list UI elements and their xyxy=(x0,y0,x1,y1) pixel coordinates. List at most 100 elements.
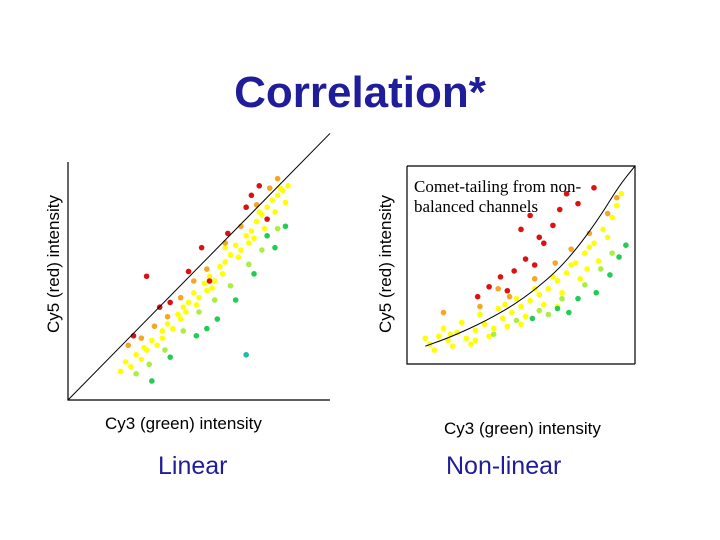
right-point-orange xyxy=(613,194,620,201)
left-point-yellow xyxy=(175,311,181,318)
left-point-orange xyxy=(253,202,260,208)
left-point-green xyxy=(167,354,173,360)
right-point-yellow xyxy=(582,250,588,256)
right-caption: Non-linear xyxy=(446,452,562,480)
left-point-light-green xyxy=(211,297,218,303)
left-point-green xyxy=(251,271,257,277)
right-point-yellow xyxy=(545,285,552,292)
left-point-green xyxy=(204,325,210,332)
right-point-yellow xyxy=(609,214,615,221)
left-point-orange xyxy=(151,323,158,330)
left-point-red xyxy=(167,299,173,306)
right-point-yellow xyxy=(522,313,529,320)
right-point-green xyxy=(623,242,629,248)
left-point-yellow xyxy=(274,192,281,199)
left-point-yellow xyxy=(209,285,215,291)
right-point-orange xyxy=(495,285,501,292)
left-point-green xyxy=(232,297,239,303)
left-point-orange xyxy=(164,313,171,320)
left-point-yellow xyxy=(204,287,210,294)
right-point-orange xyxy=(604,210,611,217)
left-point-yellow xyxy=(282,199,289,206)
right-point-yellow xyxy=(436,333,442,340)
right-point-red xyxy=(591,184,597,191)
left-point-yellow xyxy=(190,290,197,296)
right-point-light-green xyxy=(609,250,615,256)
left-point-yellow xyxy=(193,302,200,308)
right-point-orange xyxy=(506,293,513,300)
right-point-red xyxy=(531,262,538,268)
left-point-green xyxy=(149,378,155,384)
right-point-yellow xyxy=(486,333,492,340)
left-point-green xyxy=(193,332,200,339)
right-point-red xyxy=(522,256,529,262)
right-point-yellow xyxy=(554,278,561,284)
right-point-yellow xyxy=(502,301,508,308)
right-point-yellow xyxy=(584,266,590,272)
left-point-green xyxy=(282,223,289,230)
right-point-red xyxy=(497,274,504,280)
left-point-yellow xyxy=(122,359,129,365)
right-point-yellow xyxy=(449,343,456,349)
left-point-light-green xyxy=(162,347,168,353)
right-point-light-green xyxy=(582,282,588,288)
right-point-orange xyxy=(568,246,574,252)
right-point-red xyxy=(518,226,524,233)
left-point-yellow xyxy=(217,263,223,270)
right-point-red xyxy=(536,234,543,241)
left-point-yellow xyxy=(141,344,147,351)
left-point-yellow xyxy=(253,218,260,225)
right-point-green xyxy=(575,295,581,302)
right-point-yellow xyxy=(600,226,606,233)
left-point-yellow xyxy=(272,209,278,215)
right-point-yellow xyxy=(536,291,543,298)
right-point-yellow xyxy=(550,274,556,280)
right-y-axis-label: Cy5 (red) intensity xyxy=(376,195,395,333)
left-point-orange xyxy=(266,185,273,191)
left-fit-line xyxy=(67,133,331,401)
right-point-red xyxy=(527,212,533,219)
left-point-red xyxy=(206,278,213,284)
right-point-yellow xyxy=(518,303,524,310)
left-point-orange xyxy=(125,342,132,349)
left-point-yellow xyxy=(222,259,228,265)
left-axes xyxy=(67,162,330,401)
right-point-yellow xyxy=(468,341,474,347)
left-point-light-green xyxy=(146,361,153,368)
right-point-yellow xyxy=(504,323,511,330)
left-point-yellow xyxy=(285,183,291,189)
right-point-yellow xyxy=(472,327,479,334)
comet-tailing-annotation: Comet-tailing from non-balanced channels xyxy=(414,177,582,216)
right-point-red xyxy=(541,240,547,247)
right-point-yellow xyxy=(604,234,611,241)
left-point-yellow xyxy=(222,244,228,251)
right-point-yellow xyxy=(458,319,465,326)
left-point-orange xyxy=(222,240,228,246)
left-point-green xyxy=(272,244,278,251)
right-point-light-green xyxy=(598,266,604,272)
left-point-red xyxy=(243,204,249,211)
left-point-light-green xyxy=(133,371,139,377)
right-point-red xyxy=(486,283,492,290)
right-point-yellow xyxy=(563,270,570,276)
right-point-yellow xyxy=(472,337,479,344)
right-point-yellow xyxy=(481,321,488,328)
left-point-yellow xyxy=(269,197,276,203)
left-point-yellow xyxy=(264,204,270,211)
left-point-red xyxy=(185,268,192,275)
left-point-yellow xyxy=(235,254,242,260)
right-point-light-green xyxy=(490,331,497,338)
left-point-yellow xyxy=(138,356,145,363)
right-point-yellow xyxy=(559,289,565,296)
right-point-red xyxy=(504,287,511,294)
left-point-red xyxy=(264,216,270,222)
right-point-yellow xyxy=(440,325,447,332)
left-point-yellow xyxy=(277,185,284,191)
left-point-yellow xyxy=(243,232,249,239)
left-point-yellow xyxy=(133,351,139,358)
left-point-orange xyxy=(190,278,197,284)
right-point-red xyxy=(563,190,570,197)
left-point-orange xyxy=(274,175,281,182)
left-point-green xyxy=(264,232,270,239)
left-point-yellow xyxy=(261,225,268,232)
